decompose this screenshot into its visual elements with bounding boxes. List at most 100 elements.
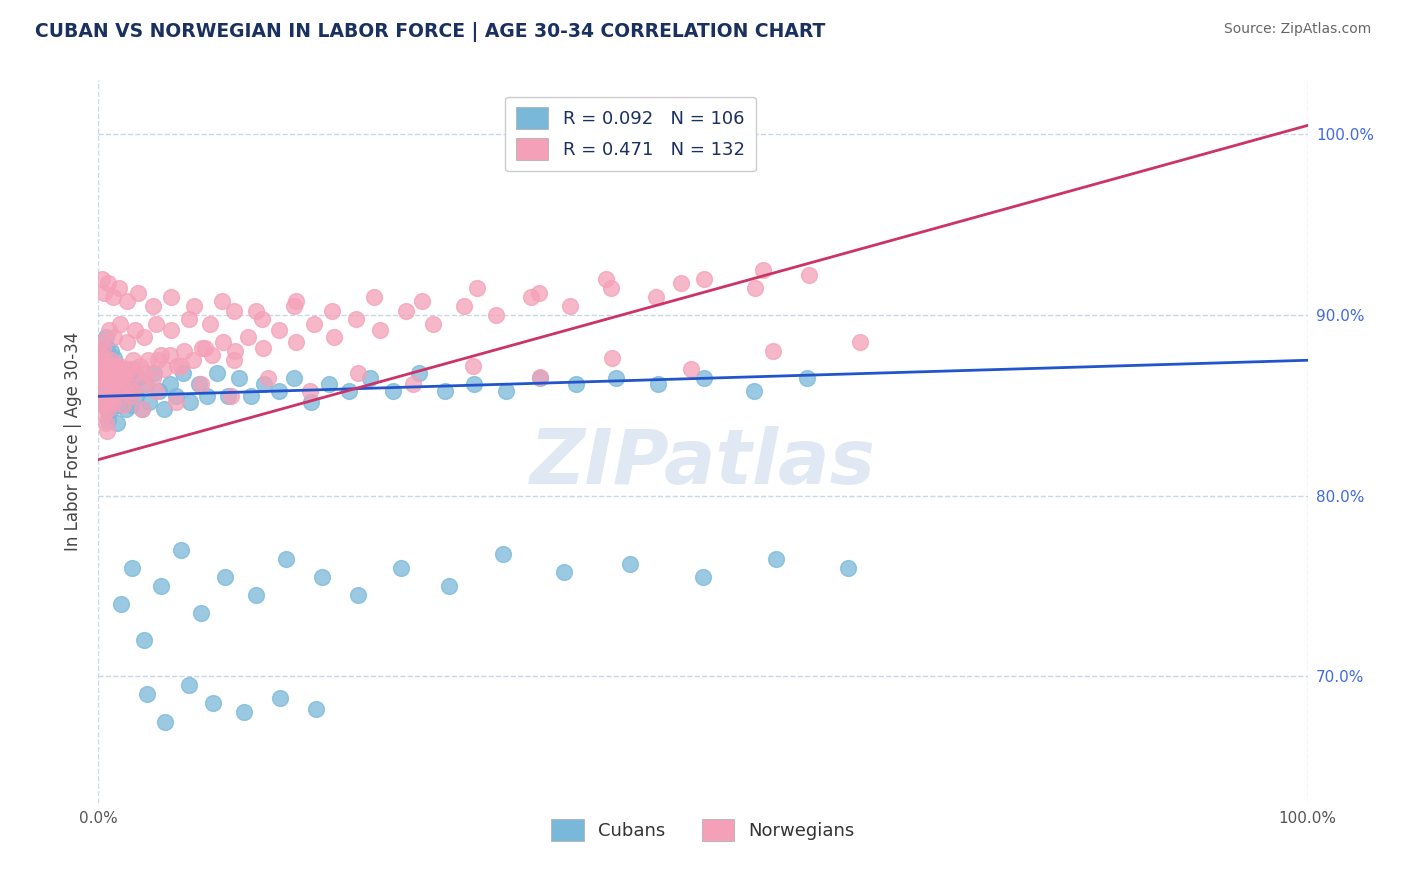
Point xyxy=(98,362,121,376)
Point xyxy=(90,371,112,385)
Point xyxy=(283,371,305,385)
Point xyxy=(91,362,114,376)
Point xyxy=(179,394,201,409)
Point xyxy=(98,394,121,409)
Point xyxy=(558,299,581,313)
Point xyxy=(382,384,405,398)
Point xyxy=(408,366,430,380)
Point xyxy=(299,394,322,409)
Point xyxy=(228,371,250,385)
Point xyxy=(160,290,183,304)
Point xyxy=(94,387,117,401)
Text: CUBAN VS NORWEGIAN IN LABOR FORCE | AGE 30-34 CORRELATION CHART: CUBAN VS NORWEGIAN IN LABOR FORCE | AGE … xyxy=(35,22,825,42)
Point xyxy=(172,366,194,380)
Point xyxy=(284,335,307,350)
Point xyxy=(96,341,118,355)
Point xyxy=(849,335,872,350)
Point xyxy=(105,417,128,431)
Point xyxy=(110,389,132,403)
Point xyxy=(323,330,346,344)
Point xyxy=(108,362,131,376)
Point xyxy=(118,362,141,376)
Legend: Cubans, Norwegians: Cubans, Norwegians xyxy=(544,812,862,848)
Point xyxy=(205,366,228,380)
Point xyxy=(160,322,183,336)
Point xyxy=(238,330,260,344)
Point xyxy=(110,380,132,394)
Point xyxy=(103,351,125,366)
Point xyxy=(93,351,115,366)
Point xyxy=(166,359,188,373)
Point xyxy=(762,344,785,359)
Point xyxy=(91,384,114,398)
Point xyxy=(274,552,297,566)
Point xyxy=(693,272,716,286)
Point xyxy=(125,389,148,403)
Point xyxy=(101,290,124,304)
Point xyxy=(311,570,333,584)
Point xyxy=(134,633,156,648)
Point xyxy=(619,558,641,572)
Point xyxy=(202,697,225,711)
Point xyxy=(742,384,765,398)
Point xyxy=(267,322,290,336)
Point xyxy=(142,299,165,313)
Point xyxy=(91,369,114,384)
Point xyxy=(104,376,127,391)
Point xyxy=(104,362,127,376)
Point xyxy=(107,384,129,398)
Point xyxy=(100,384,122,398)
Point xyxy=(252,341,274,355)
Point xyxy=(91,366,114,380)
Point xyxy=(437,579,460,593)
Point xyxy=(253,376,276,391)
Point xyxy=(411,293,433,308)
Point xyxy=(93,380,115,394)
Point xyxy=(143,366,166,380)
Point xyxy=(195,389,218,403)
Point xyxy=(492,547,515,561)
Point xyxy=(90,335,112,350)
Point xyxy=(232,706,254,720)
Point xyxy=(115,402,138,417)
Point xyxy=(267,384,290,398)
Point xyxy=(299,384,322,398)
Point xyxy=(121,561,143,575)
Point xyxy=(693,371,716,385)
Point xyxy=(283,299,305,313)
Point xyxy=(799,268,821,283)
Point xyxy=(131,402,153,417)
Point xyxy=(145,384,167,398)
Point xyxy=(644,290,666,304)
Point xyxy=(150,579,173,593)
Point xyxy=(159,348,181,362)
Point xyxy=(96,366,118,380)
Point xyxy=(605,371,627,385)
Point xyxy=(112,371,135,385)
Point xyxy=(250,311,273,326)
Point xyxy=(318,376,340,391)
Point xyxy=(111,366,134,380)
Point xyxy=(152,402,174,417)
Point xyxy=(121,384,143,398)
Point xyxy=(305,702,328,716)
Point xyxy=(97,371,120,385)
Point xyxy=(103,330,125,344)
Point xyxy=(93,376,115,391)
Point xyxy=(453,299,475,313)
Point xyxy=(529,369,551,384)
Point xyxy=(100,387,122,401)
Point xyxy=(679,362,702,376)
Point xyxy=(94,389,117,403)
Point xyxy=(118,376,141,391)
Point xyxy=(765,552,787,566)
Point xyxy=(344,311,367,326)
Point xyxy=(752,263,775,277)
Point xyxy=(94,359,117,373)
Point xyxy=(108,369,131,384)
Point xyxy=(647,376,669,391)
Point xyxy=(91,353,114,368)
Point xyxy=(527,286,550,301)
Point xyxy=(135,376,157,391)
Point xyxy=(100,389,122,403)
